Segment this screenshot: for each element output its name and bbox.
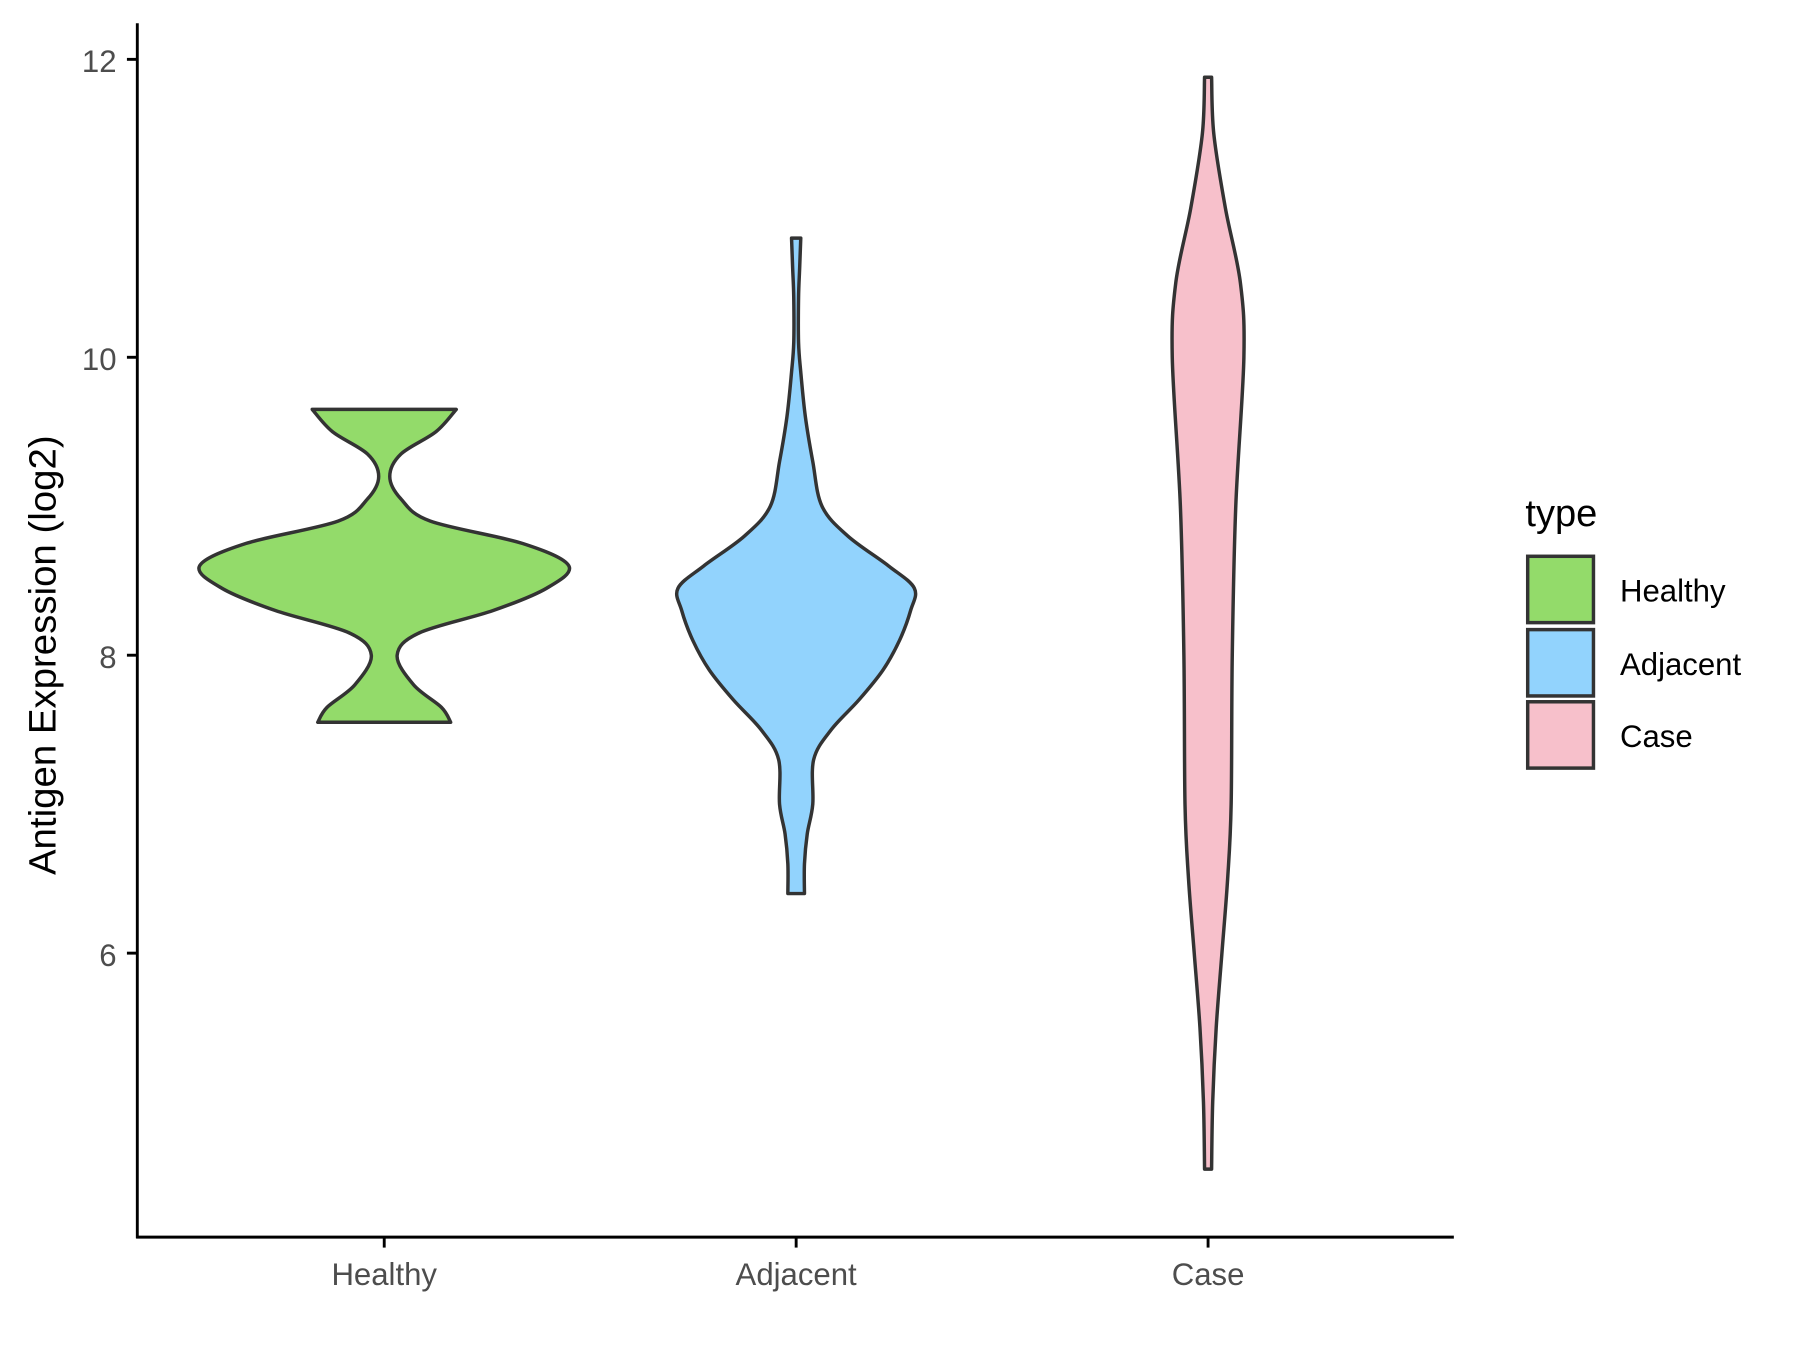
x-tick-label-case: Case: [1172, 1257, 1245, 1292]
x-tick-label-healthy: Healthy: [331, 1257, 437, 1292]
y-axis-label: Antigen Expression (log2): [22, 435, 65, 875]
legend-label-adjacent: Adjacent: [1620, 647, 1741, 682]
violins: [197, 75, 1246, 1171]
legend-label-healthy: Healthy: [1620, 574, 1726, 609]
x-tick-label-adjacent: Adjacent: [736, 1257, 857, 1292]
legend-title: type: [1525, 492, 1597, 535]
legend-key-adjacent: [1525, 627, 1596, 698]
legend: type Healthy Adjacent Case: [1525, 492, 1741, 770]
y-ticks: 6 8 10 12: [82, 44, 138, 973]
x-ticks: Healthy Adjacent Case: [331, 1237, 1244, 1292]
violin-case: [1170, 75, 1246, 1171]
violin-adjacent: [674, 236, 918, 896]
y-tick-label: 8: [99, 640, 116, 675]
legend-key-healthy: [1525, 554, 1596, 625]
y-tick-label: 10: [82, 342, 117, 377]
legend-label-case: Case: [1620, 719, 1693, 754]
y-tick-label: 12: [82, 44, 117, 79]
legend-key-case: [1525, 700, 1596, 770]
y-tick-label: 6: [99, 938, 116, 973]
violin-healthy: [197, 407, 572, 724]
